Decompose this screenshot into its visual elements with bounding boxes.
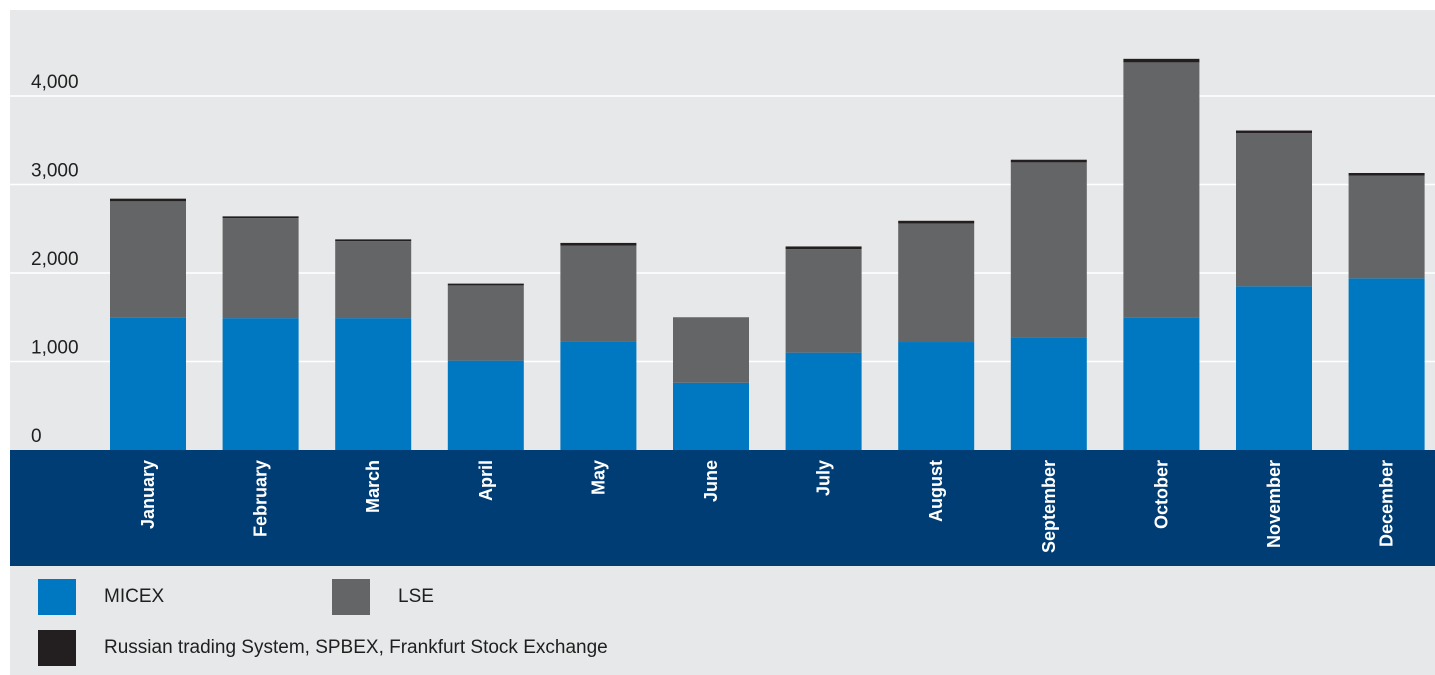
bar-september-micex [1010, 337, 1087, 450]
legend-label-micex: MICEX [104, 586, 165, 607]
y-axis-ticks: 0 1,000 2,000 3,000 4,000 [31, 72, 79, 447]
bar-april-other [447, 283, 524, 286]
y-tick-label-3000: 3,000 [31, 161, 79, 182]
bar-september-lse [1010, 162, 1087, 338]
bar-february-lse [222, 218, 299, 319]
bar-september-other [1010, 159, 1087, 163]
bar-october-other [1123, 58, 1200, 63]
bar-august-lse [898, 223, 975, 343]
bar-november-other [1236, 130, 1312, 134]
x-axis-band [10, 450, 1435, 566]
bar-march-other [335, 239, 412, 242]
bar-february-other [222, 216, 299, 219]
bar-march-micex [335, 318, 412, 450]
bar-january-lse [110, 201, 186, 318]
bar-december-micex [1348, 278, 1425, 450]
x-axis-labels: January February March April May June July Augu… [138, 460, 1397, 553]
bar-august-micex [898, 342, 975, 450]
bar-july-micex [785, 352, 862, 450]
bar-april-micex [447, 360, 524, 450]
x-tick-label-august: August [926, 460, 946, 522]
bar-december-lse [1348, 175, 1425, 279]
bar-november-lse [1236, 133, 1312, 287]
x-tick-label-june: June [701, 460, 721, 502]
y-tick-label-2000: 2,000 [31, 249, 79, 270]
x-tick-label-october: October [1151, 460, 1171, 529]
legend-swatch-micex [38, 579, 76, 615]
x-tick-label-september: September [1039, 460, 1059, 553]
bar-july-other [785, 246, 862, 250]
bar-march-lse [335, 241, 412, 319]
legend-swatch-lse [332, 579, 370, 615]
bar-january-other [110, 198, 186, 202]
bar-april-lse [447, 285, 524, 361]
x-tick-label-march: March [363, 460, 383, 513]
bar-february-micex [222, 318, 299, 450]
x-tick-label-february: February [251, 460, 271, 537]
bar-june-micex [673, 382, 749, 450]
legend-item-lse: LSE [332, 579, 434, 615]
bar-october-lse [1123, 62, 1200, 318]
legend-label-lse: LSE [398, 586, 434, 607]
bars [110, 58, 1425, 450]
legend-swatch-other-exchanges [38, 630, 76, 666]
x-tick-label-april: April [476, 460, 496, 501]
bar-november-micex [1236, 286, 1312, 450]
bar-may-other [560, 242, 637, 246]
bar-january-micex [110, 317, 186, 450]
bar-october-micex [1123, 317, 1200, 450]
x-tick-label-january: January [138, 460, 158, 529]
bar-june-lse [673, 317, 749, 383]
bar-may-micex [560, 341, 637, 450]
legend-item-other-exchanges: Russian trading System, SPBEX, Frankfurt… [38, 630, 608, 666]
legend-item-micex: MICEX [38, 579, 164, 615]
x-tick-label-december: December [1377, 460, 1397, 547]
legend-label-other-exchanges: Russian trading System, SPBEX, Frankfurt… [104, 637, 608, 658]
y-tick-label-0: 0 [31, 426, 42, 447]
x-tick-label-november: November [1264, 460, 1284, 548]
bar-may-lse [560, 245, 637, 342]
chart-panel: 0 1,000 2,000 3,000 4,000 January February Mar… [10, 10, 1435, 675]
y-tick-label-4000: 4,000 [31, 72, 79, 93]
bar-july-lse [785, 249, 862, 353]
x-tick-label-july: July [814, 460, 834, 496]
stacked-bar-chart: 0 1,000 2,000 3,000 4,000 January February Mar… [10, 58, 1435, 566]
bar-december-other [1348, 172, 1425, 176]
bar-august-other [898, 220, 975, 224]
y-tick-label-1000: 1,000 [31, 338, 79, 359]
x-tick-label-may: May [588, 460, 608, 495]
